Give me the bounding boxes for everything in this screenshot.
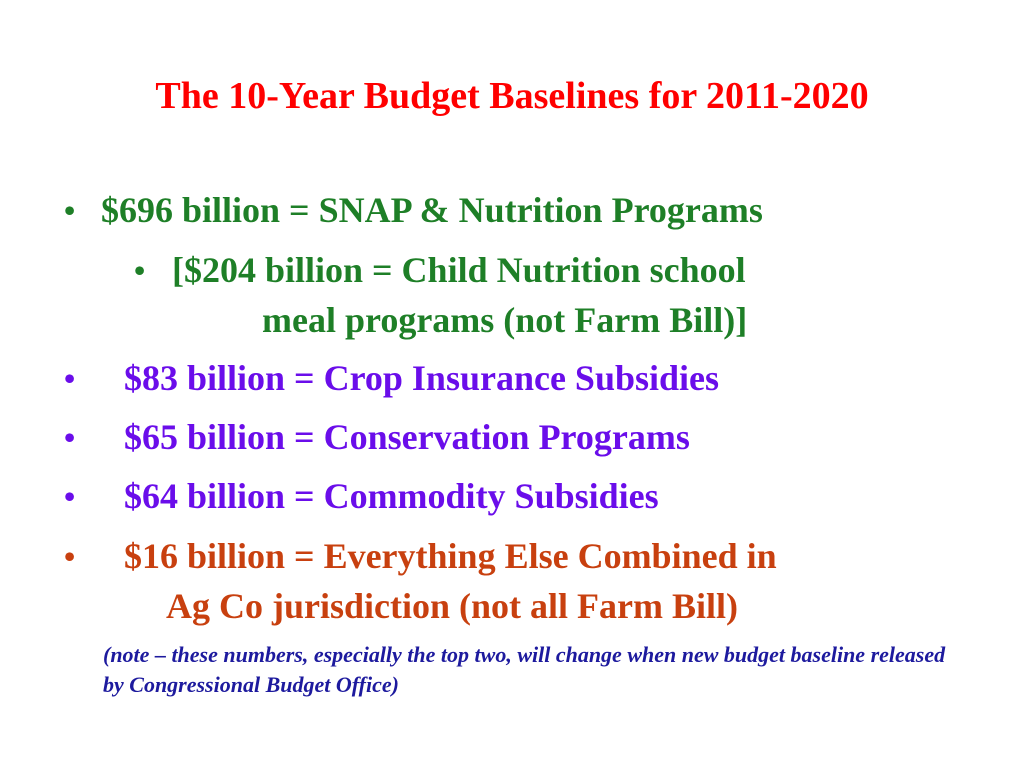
slide-title: The 10-Year Budget Baselines for 2011-20… [155,75,869,117]
bullet-everything-else-line2: Ag Co jurisdiction (not all Farm Bill) [166,586,738,626]
footnote: (note – these numbers, especially the to… [103,642,946,697]
bullet-everything-else-line1: $16 billion = Everything Else Combined i… [124,536,777,576]
bullet-icon: • [64,478,76,514]
sub-bullet-child-nutrition-line2: meal programs (not Farm Bill)] [262,300,748,340]
bullet-crop-insurance: $83 billion = Crop Insurance Subsidies [124,358,720,398]
bullet-icon: • [64,419,76,455]
bullet-commodity: $64 billion = Commodity Subsidies [124,476,659,516]
bullet-snap-nutrition: $696 billion = SNAP & Nutrition Programs [101,190,763,230]
bullet-icon: • [64,360,76,396]
bullet-icon: • [64,192,76,228]
sub-bullet-child-nutrition-line1: [$204 billion = Child Nutrition school [172,250,746,290]
bullet-conservation: $65 billion = Conservation Programs [124,417,690,457]
sub-bullet-icon: • [134,252,146,288]
bullet-icon: • [64,538,76,574]
